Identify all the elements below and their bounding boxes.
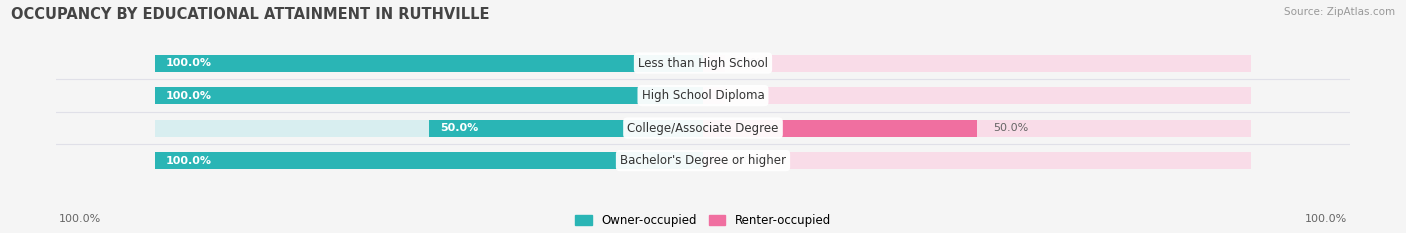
Bar [703, 152, 725, 169]
Bar [155, 87, 703, 104]
Legend: Owner-occupied, Renter-occupied: Owner-occupied, Renter-occupied [575, 214, 831, 227]
Text: OCCUPANCY BY EDUCATIONAL ATTAINMENT IN RUTHVILLE: OCCUPANCY BY EDUCATIONAL ATTAINMENT IN R… [11, 7, 489, 22]
Text: 100.0%: 100.0% [166, 91, 212, 101]
Text: 0.0%: 0.0% [733, 58, 762, 68]
Text: 100.0%: 100.0% [1305, 214, 1347, 224]
Text: High School Diploma: High School Diploma [641, 89, 765, 102]
Text: Less than High School: Less than High School [638, 57, 768, 70]
Text: 50.0%: 50.0% [440, 123, 478, 133]
Text: Bachelor's Degree or higher: Bachelor's Degree or higher [620, 154, 786, 167]
Text: College/Associate Degree: College/Associate Degree [627, 122, 779, 135]
Bar [703, 152, 1251, 169]
Bar [429, 120, 703, 137]
Bar [703, 120, 1251, 137]
Text: 100.0%: 100.0% [166, 156, 212, 166]
Bar [155, 120, 703, 137]
Bar [155, 87, 703, 104]
Bar [155, 55, 703, 72]
Bar [155, 55, 703, 72]
Text: Source: ZipAtlas.com: Source: ZipAtlas.com [1284, 7, 1395, 17]
Text: 0.0%: 0.0% [733, 156, 762, 166]
Text: 0.0%: 0.0% [733, 91, 762, 101]
Text: 100.0%: 100.0% [166, 58, 212, 68]
Bar [703, 87, 725, 104]
Text: 100.0%: 100.0% [59, 214, 101, 224]
Bar [703, 55, 1251, 72]
Text: 50.0%: 50.0% [994, 123, 1029, 133]
Bar [155, 152, 703, 169]
Bar [703, 120, 977, 137]
Bar [703, 55, 725, 72]
Bar [155, 152, 703, 169]
Bar [703, 87, 1251, 104]
